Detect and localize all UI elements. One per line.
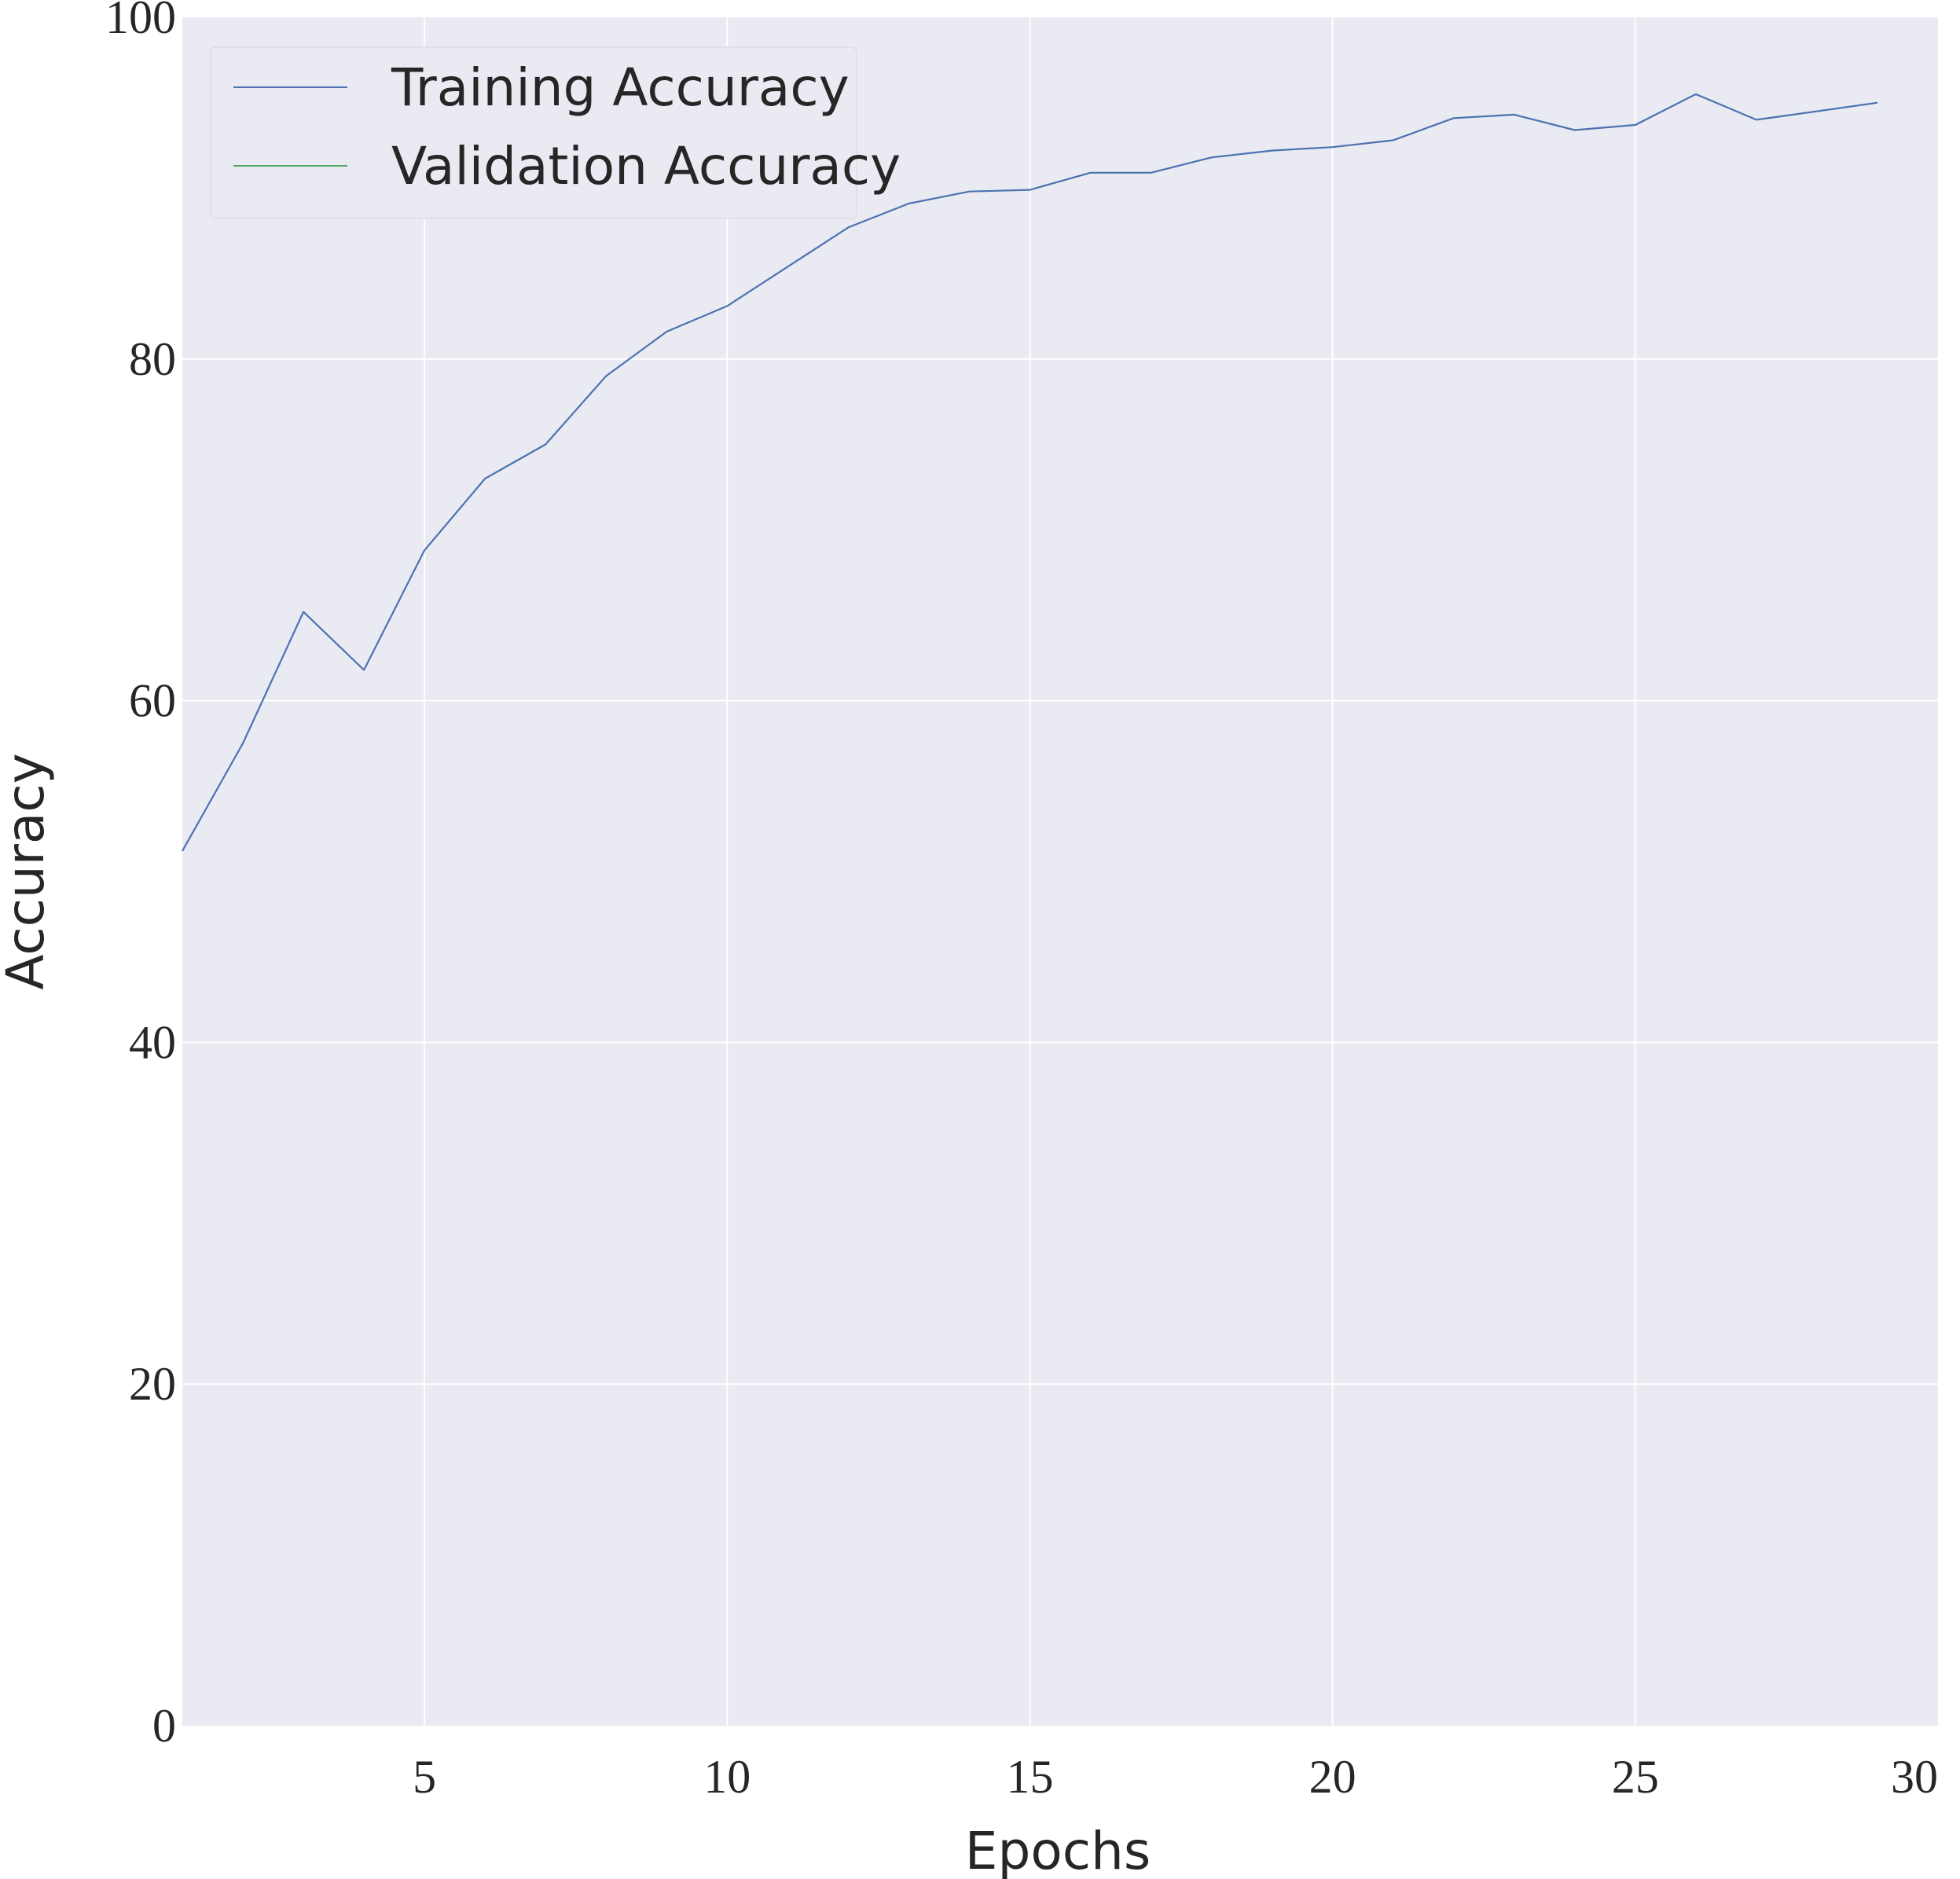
y-tick-label: 80 bbox=[129, 333, 176, 385]
x-tick-label: 15 bbox=[1006, 1751, 1053, 1803]
legend: Training Accuracy Validation Accuracy bbox=[210, 46, 901, 219]
x-tick-labels: 5 10 15 20 25 30 bbox=[413, 1751, 1938, 1803]
y-axis-label: Accuracy bbox=[0, 753, 56, 989]
series-lines bbox=[182, 93, 1878, 852]
x-tick-label: 10 bbox=[703, 1751, 751, 1803]
legend-label-validation: Validation Accuracy bbox=[391, 136, 901, 196]
legend-frame bbox=[210, 46, 857, 219]
x-tick-label: 25 bbox=[1612, 1751, 1659, 1803]
series-line-training-accuracy bbox=[182, 93, 1878, 852]
x-tick-label: 20 bbox=[1309, 1751, 1356, 1803]
grid-lines bbox=[182, 17, 1938, 1726]
x-axis-label: Epochs bbox=[965, 1821, 1151, 1879]
y-tick-label: 60 bbox=[129, 675, 176, 727]
x-tick-label: 5 bbox=[413, 1751, 436, 1803]
y-tick-label: 20 bbox=[129, 1358, 176, 1410]
y-tick-label: 100 bbox=[105, 0, 176, 43]
y-tick-labels: 0 20 40 60 80 100 bbox=[105, 0, 176, 1752]
legend-label-training: Training Accuracy bbox=[391, 57, 850, 118]
x-tick-label: 30 bbox=[1891, 1751, 1938, 1803]
y-tick-label: 40 bbox=[129, 1016, 176, 1068]
y-tick-label: 0 bbox=[152, 1700, 176, 1752]
plot-background bbox=[182, 17, 1938, 1726]
